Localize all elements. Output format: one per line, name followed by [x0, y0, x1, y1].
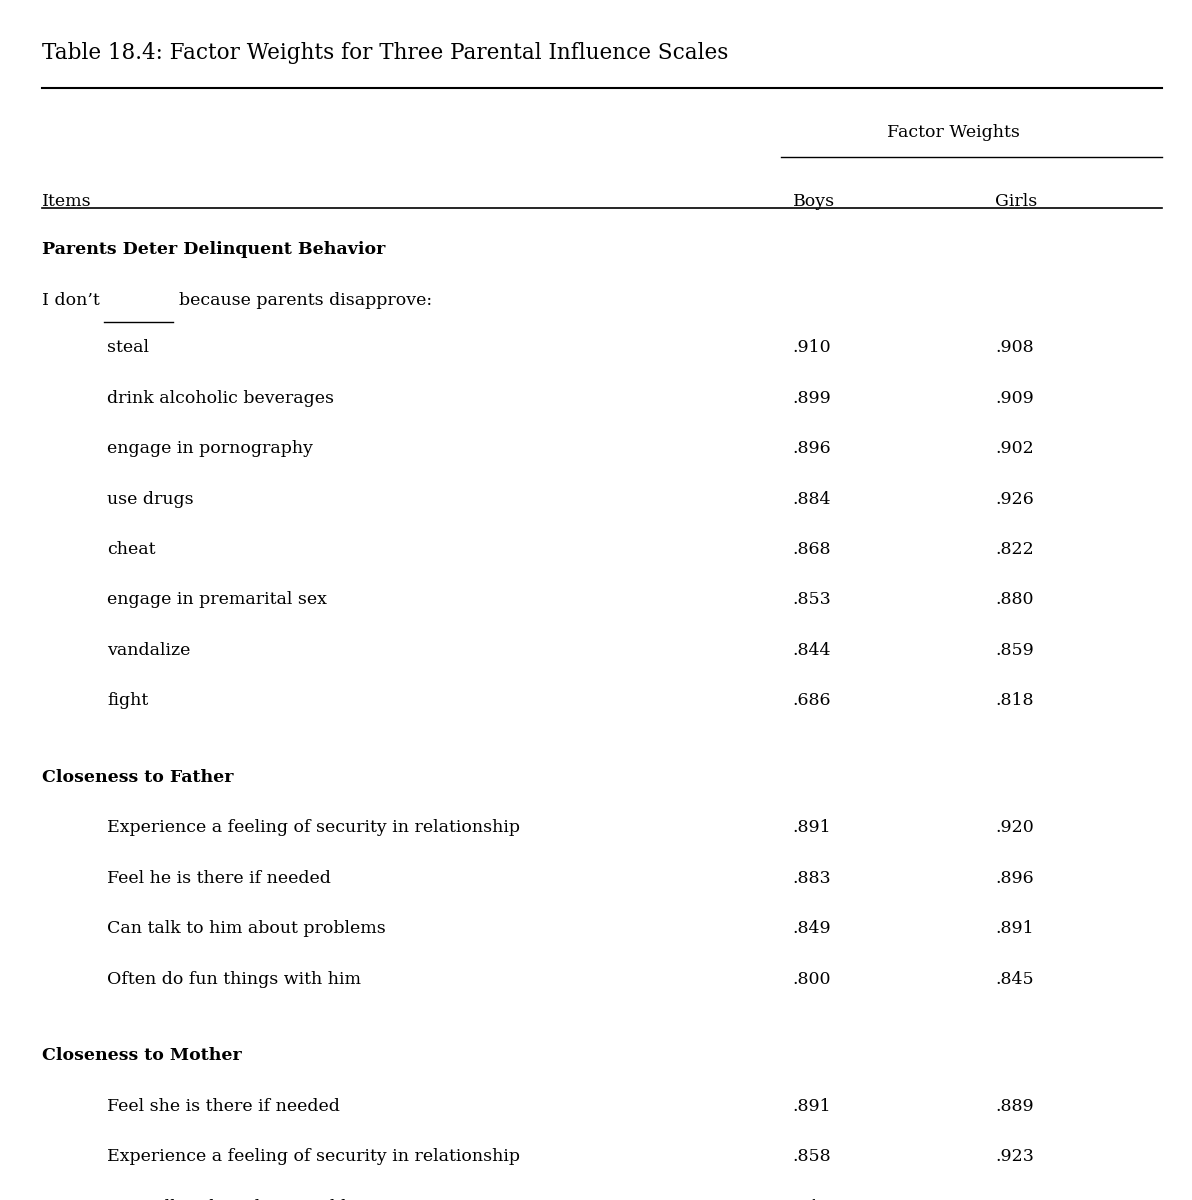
Text: Closeness to Mother: Closeness to Mother [42, 1048, 242, 1064]
Text: .858: .858 [793, 1148, 831, 1165]
Text: Experience a feeling of security in relationship: Experience a feeling of security in rela… [107, 820, 520, 836]
Text: .920: .920 [995, 820, 1035, 836]
Text: .844: .844 [793, 642, 831, 659]
Text: Boys: Boys [793, 193, 834, 210]
Text: use drugs: use drugs [107, 491, 194, 508]
Text: Parents Deter Delinquent Behavior: Parents Deter Delinquent Behavior [42, 241, 385, 258]
Text: .899: .899 [793, 390, 832, 407]
Text: .849: .849 [793, 920, 831, 937]
Text: Items: Items [42, 193, 92, 210]
Text: engage in pornography: engage in pornography [107, 440, 313, 457]
Text: .686: .686 [793, 692, 831, 709]
Text: fight: fight [107, 692, 149, 709]
Text: .910: .910 [793, 340, 831, 356]
Text: Can talk to him about problems: Can talk to him about problems [107, 920, 386, 937]
Text: vandalize: vandalize [107, 642, 191, 659]
Text: .908: .908 [995, 340, 1033, 356]
Text: Girls: Girls [995, 193, 1037, 210]
Text: .845: .845 [995, 971, 1033, 988]
Text: .909: .909 [995, 390, 1035, 407]
Text: .883: .883 [793, 870, 831, 887]
Text: .889: .889 [995, 1098, 1033, 1115]
Text: .818: .818 [995, 692, 1033, 709]
Text: .896: .896 [995, 870, 1033, 887]
Text: .853: .853 [793, 592, 832, 608]
Text: Feel she is there if needed: Feel she is there if needed [107, 1098, 340, 1115]
Text: .884: .884 [793, 491, 831, 508]
Text: .859: .859 [995, 642, 1035, 659]
Text: Can talk to her about problems: Can talk to her about problems [107, 1199, 383, 1200]
Text: because parents disapprove:: because parents disapprove: [179, 292, 432, 308]
Text: I don’t: I don’t [42, 292, 99, 308]
Text: Table 18.4: Factor Weights for Three Parental Influence Scales: Table 18.4: Factor Weights for Three Par… [42, 42, 728, 64]
Text: .926: .926 [995, 491, 1035, 508]
Text: .868: .868 [793, 541, 831, 558]
Text: .891: .891 [793, 820, 831, 836]
Text: .816: .816 [793, 1199, 831, 1200]
Text: Experience a feeling of security in relationship: Experience a feeling of security in rela… [107, 1148, 520, 1165]
Text: .891: .891 [793, 1098, 831, 1115]
Text: .923: .923 [995, 1148, 1035, 1165]
Text: Feel he is there if needed: Feel he is there if needed [107, 870, 331, 887]
Text: .800: .800 [793, 971, 831, 988]
Text: steal: steal [107, 340, 149, 356]
Text: drink alcoholic beverages: drink alcoholic beverages [107, 390, 334, 407]
Text: .822: .822 [995, 541, 1035, 558]
Text: .909: .909 [995, 1199, 1035, 1200]
Text: engage in premarital sex: engage in premarital sex [107, 592, 327, 608]
Text: .902: .902 [995, 440, 1035, 457]
Text: cheat: cheat [107, 541, 156, 558]
Text: Closeness to Father: Closeness to Father [42, 769, 234, 786]
Text: Often do fun things with him: Often do fun things with him [107, 971, 361, 988]
Text: .891: .891 [995, 920, 1033, 937]
Text: .896: .896 [793, 440, 831, 457]
Text: Factor Weights: Factor Weights [887, 124, 1020, 140]
Text: .880: .880 [995, 592, 1033, 608]
